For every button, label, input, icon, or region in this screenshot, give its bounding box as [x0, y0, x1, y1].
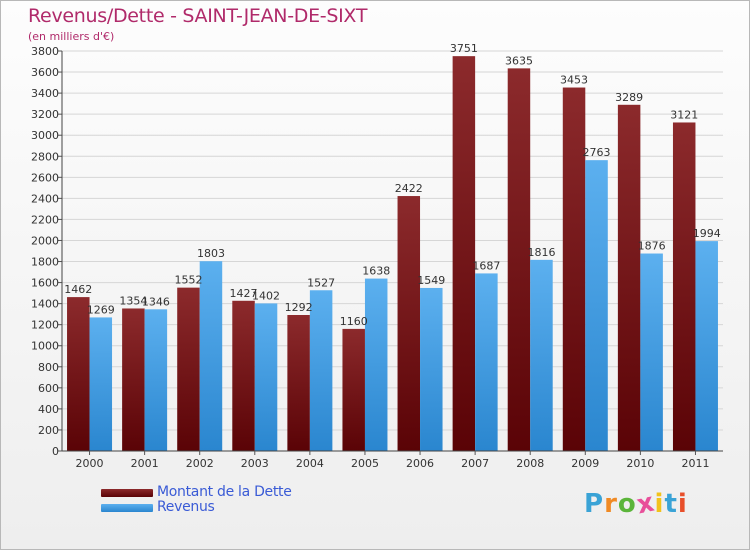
bar-revenus: [144, 309, 168, 451]
y-tick-label: 3600: [31, 66, 59, 79]
data-label-dette: 3289: [615, 91, 643, 104]
y-tick-label: 1200: [31, 319, 59, 332]
data-label-dette: 1462: [64, 283, 92, 296]
data-label-revenus: 2763: [583, 146, 611, 159]
data-label-revenus: 1549: [417, 274, 445, 287]
data-label-revenus: 1687: [472, 259, 500, 272]
x-tick-label: 2011: [681, 457, 709, 470]
logo-letter: r: [604, 489, 618, 519]
data-label-revenus: 1527: [307, 276, 335, 289]
legend-swatch-dette: [101, 489, 153, 497]
bar-revenus: [420, 287, 443, 451]
legend-label-revenus: Revenus: [157, 499, 215, 515]
data-label-dette: 1160: [340, 315, 368, 328]
y-tick-label: 2600: [31, 171, 59, 184]
bar-dette: [67, 297, 90, 451]
bar-revenus: [89, 317, 113, 451]
bar-dette: [122, 308, 145, 451]
data-label-dette: 1427: [230, 287, 258, 300]
data-label-dette: 3751: [450, 42, 478, 55]
y-tick-label: 1600: [31, 277, 59, 290]
y-tick-label: 0: [52, 445, 59, 458]
bar-revenus: [695, 241, 718, 451]
bar-dette: [397, 196, 421, 451]
x-tick-label: 2005: [351, 457, 379, 470]
logo-letter: P: [584, 489, 605, 519]
x-tick-label: 2002: [186, 457, 214, 470]
bar-dette: [232, 300, 255, 451]
y-tick-label: 3800: [31, 45, 59, 58]
y-tick-label: 2400: [31, 192, 59, 205]
logo-letter: o: [617, 489, 637, 519]
data-label-dette: 3121: [670, 108, 698, 121]
bar-revenus: [364, 278, 388, 451]
bar-dette: [617, 104, 641, 451]
bar-dette: [507, 68, 531, 452]
bar-revenus: [309, 290, 333, 451]
data-label-revenus: 1402: [252, 289, 280, 302]
proxiti-logo: Proxiti: [584, 487, 688, 520]
bar-dette: [342, 328, 365, 451]
bar-dette: [562, 87, 586, 452]
bar-revenus: [475, 273, 498, 451]
data-label-dette: 1552: [174, 274, 202, 287]
y-tick-label: 3200: [31, 108, 59, 121]
bar-revenus: [530, 259, 553, 451]
bars: [67, 56, 718, 452]
bar-dette: [452, 56, 476, 451]
data-label-revenus: 1803: [197, 247, 225, 260]
logo-letter: i: [677, 489, 688, 519]
y-tick-label: 1400: [31, 298, 59, 311]
data-label-revenus: 1346: [142, 295, 170, 308]
chart-title: Revenus/Dette - SAINT-JEAN-DE-SIXT: [28, 5, 368, 27]
x-tick-label: 2004: [296, 457, 324, 470]
data-label-revenus: 1269: [87, 303, 115, 316]
data-label-revenus: 1994: [693, 227, 721, 240]
y-tick-label: 1800: [31, 256, 59, 269]
bar-revenus: [254, 303, 278, 451]
y-tick-label: 600: [38, 382, 59, 395]
bar-dette: [177, 287, 200, 451]
y-tick-label: 2200: [31, 213, 59, 226]
data-label-dette: 3453: [560, 74, 588, 87]
y-tick-label: 200: [38, 424, 59, 437]
data-label-revenus: 1876: [638, 240, 666, 253]
bar-dette: [287, 315, 310, 451]
x-tick-label: 2001: [131, 457, 159, 470]
logo-letter: i: [654, 489, 665, 519]
y-tick-label: 2000: [31, 234, 59, 247]
x-tick-label: 2003: [241, 457, 269, 470]
y-tick-label: 3000: [31, 129, 59, 142]
chart-subtitle: (en milliers d'€): [28, 30, 115, 43]
x-tick-label: 2010: [626, 457, 654, 470]
axes: 0 200 400 600 800 1000 1200 1400 1600 1800 2000 220…: [31, 45, 723, 470]
y-tick-label: 800: [38, 361, 59, 374]
y-tick-label: 3400: [31, 87, 59, 100]
data-label-dette: 1354: [119, 294, 147, 307]
legend-swatch-revenus: [101, 504, 153, 512]
data-label-revenus: 1638: [362, 265, 390, 278]
grid-lines: [62, 50, 723, 452]
x-tick-label: 2007: [461, 457, 489, 470]
x-tick-label: 2009: [571, 457, 599, 470]
data-label-dette: 2422: [395, 182, 423, 195]
y-tick-label: 400: [38, 403, 59, 416]
bar-revenus: [199, 261, 223, 451]
data-label-dette: 1292: [285, 301, 313, 314]
logo-letter: t: [664, 489, 678, 519]
data-label-dette: 3635: [505, 54, 533, 67]
bar-dette: [672, 122, 696, 451]
bar-revenus: [585, 160, 608, 451]
data-labels: 1462 1354 1552 1427 1292 1160 2422 3751 3635 3453…: [64, 42, 720, 328]
x-tick-label: 2000: [76, 457, 104, 470]
y-tick-label: 1000: [31, 340, 59, 353]
y-tick-label: 2800: [31, 150, 59, 163]
bar-revenus: [640, 253, 663, 451]
data-label-revenus: 1816: [527, 246, 555, 259]
x-tick-label: 2008: [516, 457, 544, 470]
x-tick-label: 2006: [406, 457, 434, 470]
legend-label-dette: Montant de la Dette: [157, 484, 292, 500]
